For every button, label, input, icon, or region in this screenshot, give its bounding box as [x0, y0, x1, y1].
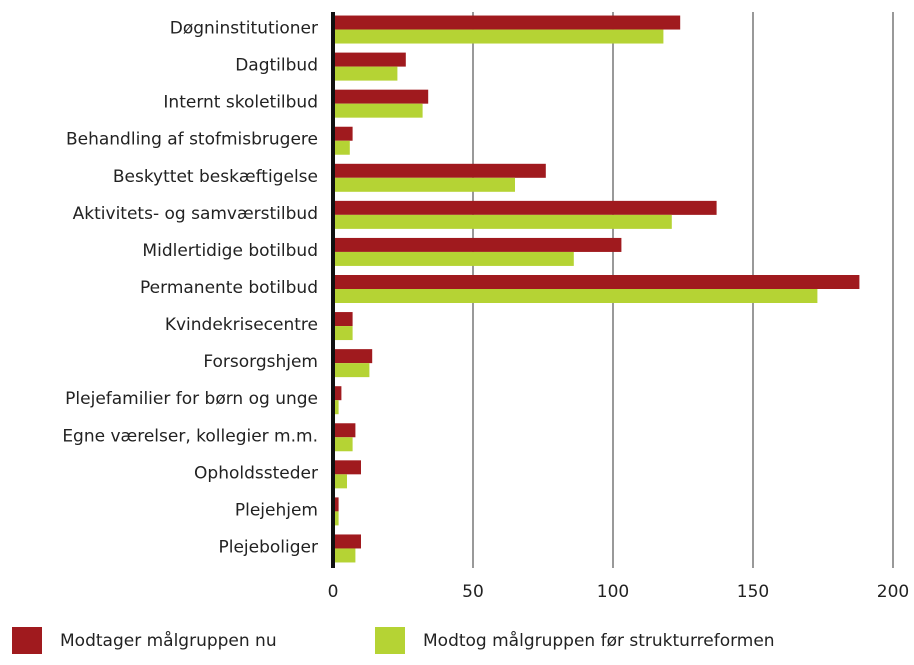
y-tick-label: Midlertidige botilbud [142, 241, 318, 261]
legend-label: Modtager målgruppen nu [60, 630, 277, 651]
bar [333, 163, 546, 178]
x-tick-label: 150 [737, 582, 769, 602]
bar [333, 363, 370, 378]
legend-swatch [375, 627, 405, 654]
y-tick-label: Permanente botilbud [140, 278, 318, 298]
bar [333, 237, 622, 252]
y-tick-label: Behandling af stofmisbrugere [66, 130, 318, 150]
y-tick-label: Plejehjem [235, 500, 318, 520]
y-tick-label: Opholdssteder [194, 463, 318, 483]
bar [333, 103, 423, 118]
bar [333, 349, 373, 364]
y-tick-label: Beskyttet beskæftigelse [113, 167, 318, 187]
bar [333, 312, 353, 327]
bar [333, 66, 398, 81]
y-tick-label: Kvindekrisecentre [165, 315, 318, 335]
bar [333, 29, 664, 44]
y-tick-label: Dagtilbud [235, 56, 318, 76]
bar [333, 177, 515, 192]
bar [333, 251, 574, 266]
bar [333, 511, 339, 526]
bar [333, 140, 350, 155]
y-tick-label: Plejefamilier for børn og unge [65, 389, 318, 409]
bar [333, 400, 339, 415]
bar [333, 275, 860, 289]
x-tick-label: 0 [328, 582, 339, 602]
legend-label: Modtog målgruppen før strukturreformen [423, 630, 775, 651]
y-tick-label: Egne værelser, kollegier m.m. [62, 426, 318, 446]
y-tick-label: Plejeboliger [219, 537, 319, 557]
bar [333, 497, 339, 512]
bar [333, 437, 353, 452]
bar [333, 423, 356, 438]
x-tick-label: 200 [877, 582, 909, 602]
bar [333, 89, 429, 104]
y-tick-label: Døgninstitutioner [170, 19, 318, 39]
y-tick-label: Internt skoletilbud [163, 93, 318, 113]
y-tick-label: Forsorgshjem [203, 352, 318, 372]
x-tick-label: 100 [597, 582, 629, 602]
bar [333, 326, 353, 341]
legend-swatch [12, 627, 42, 654]
bar [333, 52, 406, 67]
bar [333, 534, 361, 549]
bar [333, 548, 356, 563]
bar [333, 200, 717, 215]
y-tick-label: Aktivitets- og samværstilbud [73, 204, 318, 224]
bar [333, 474, 347, 489]
bar [333, 15, 681, 30]
bar [333, 214, 672, 229]
x-tick-label: 50 [462, 582, 484, 602]
bar [333, 386, 342, 401]
bar [333, 289, 818, 303]
bar [333, 126, 353, 141]
bar [333, 460, 361, 475]
